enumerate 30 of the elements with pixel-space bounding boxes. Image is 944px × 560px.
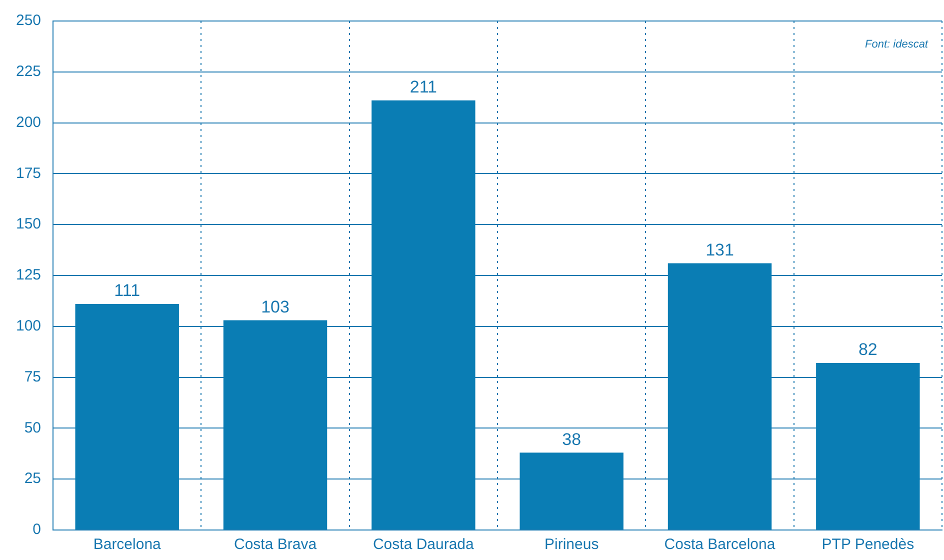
y-tick-label: 200 (16, 114, 42, 131)
y-tick-label: 125 (16, 266, 42, 284)
annotation: Font: idescat (865, 38, 929, 51)
bar (75, 304, 179, 530)
y-tick-label: 0 (32, 521, 42, 538)
y-tick-label: 25 (24, 470, 42, 488)
y-tick-label: 250 (16, 12, 42, 30)
data-label: 131 (706, 240, 734, 260)
y-tick-label: 75 (24, 368, 42, 386)
y-tick-label: 175 (16, 164, 42, 182)
x-tick-label: Pirineus (544, 536, 599, 554)
data-label: 111 (114, 281, 140, 300)
bar (223, 320, 328, 530)
y-tick-label: 150 (16, 216, 42, 233)
y-tick-label: 100 (16, 318, 42, 335)
x-tick-label: PTP Penedès (822, 536, 914, 554)
data-label: 38 (562, 430, 582, 449)
x-tick-label: Costa Daurada (372, 536, 475, 554)
y-tick-label: 225 (16, 63, 42, 80)
y-tick-label: 50 (24, 419, 42, 436)
bar (520, 452, 624, 530)
bar (372, 100, 476, 530)
x-tick-label: Barcelona (93, 536, 162, 554)
data-label: 103 (261, 297, 290, 316)
bar (816, 363, 920, 530)
x-tick-label: Costa Barcelona (664, 536, 776, 554)
data-label: 82 (858, 340, 878, 360)
x-tick-label: Costa Brava (234, 536, 318, 554)
data-label: 211 (410, 78, 437, 97)
bar (668, 263, 772, 530)
